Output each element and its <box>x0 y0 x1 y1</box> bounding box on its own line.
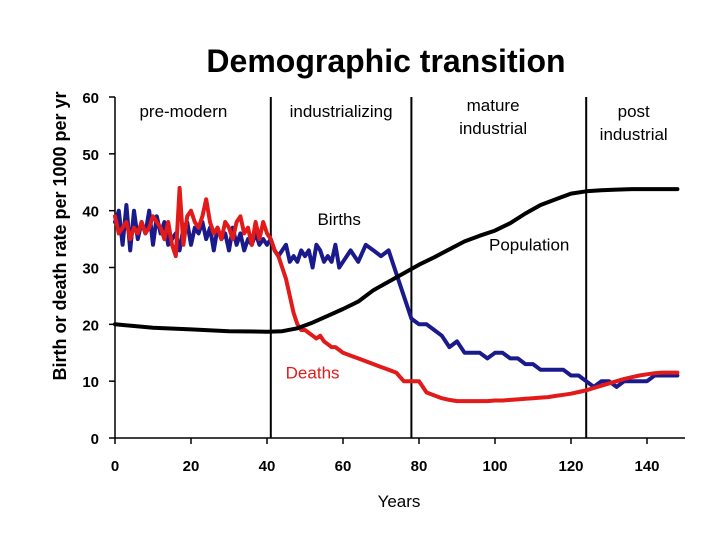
x-tick-label: 120 <box>558 458 583 475</box>
phase-label-3: mature industrial <box>459 96 527 138</box>
y-tick-label: 10 <box>82 374 99 391</box>
series-labels: Births Deaths Population <box>286 210 570 382</box>
x-tick-label: 140 <box>634 458 659 475</box>
phase-labels: pre-modern industrializing mature industria… <box>139 96 667 144</box>
x-tick-label: 0 <box>111 458 119 475</box>
chart-title: Demographic transition <box>206 43 565 79</box>
y-tick-label: 60 <box>82 90 99 107</box>
y-axis-label: Birth or death rate per 1000 per yr <box>50 91 70 380</box>
axes: 0 10 20 30 40 50 60 0 20 40 60 80 100 120 140 <box>82 90 685 475</box>
phase-label-4: post industrial <box>600 102 668 144</box>
y-tick-label: 0 <box>91 431 99 448</box>
y-tick-label: 50 <box>82 147 99 164</box>
x-tick-label: 20 <box>183 458 200 475</box>
series-label-deaths: Deaths <box>286 363 340 382</box>
x-tick-label: 40 <box>259 458 276 475</box>
phase-boundaries <box>269 97 588 438</box>
phase-label-1: pre-modern <box>139 102 227 121</box>
y-tick-label: 40 <box>82 204 99 221</box>
series-line-deaths <box>113 185 680 404</box>
y-tick-label: 20 <box>82 317 99 334</box>
phase-label-2: industrializing <box>290 102 393 121</box>
x-tick-label: 80 <box>411 458 428 475</box>
x-tick-label: 60 <box>335 458 352 475</box>
series-label-population: Population <box>489 235 569 254</box>
series-line-births <box>113 203 680 389</box>
x-tick-label: 100 <box>482 458 507 475</box>
series-label-births: Births <box>317 210 360 229</box>
x-axis-label: Years <box>378 492 421 511</box>
y-tick-label: 30 <box>82 261 99 278</box>
series-line-population <box>113 187 680 334</box>
series-lines <box>113 185 680 404</box>
